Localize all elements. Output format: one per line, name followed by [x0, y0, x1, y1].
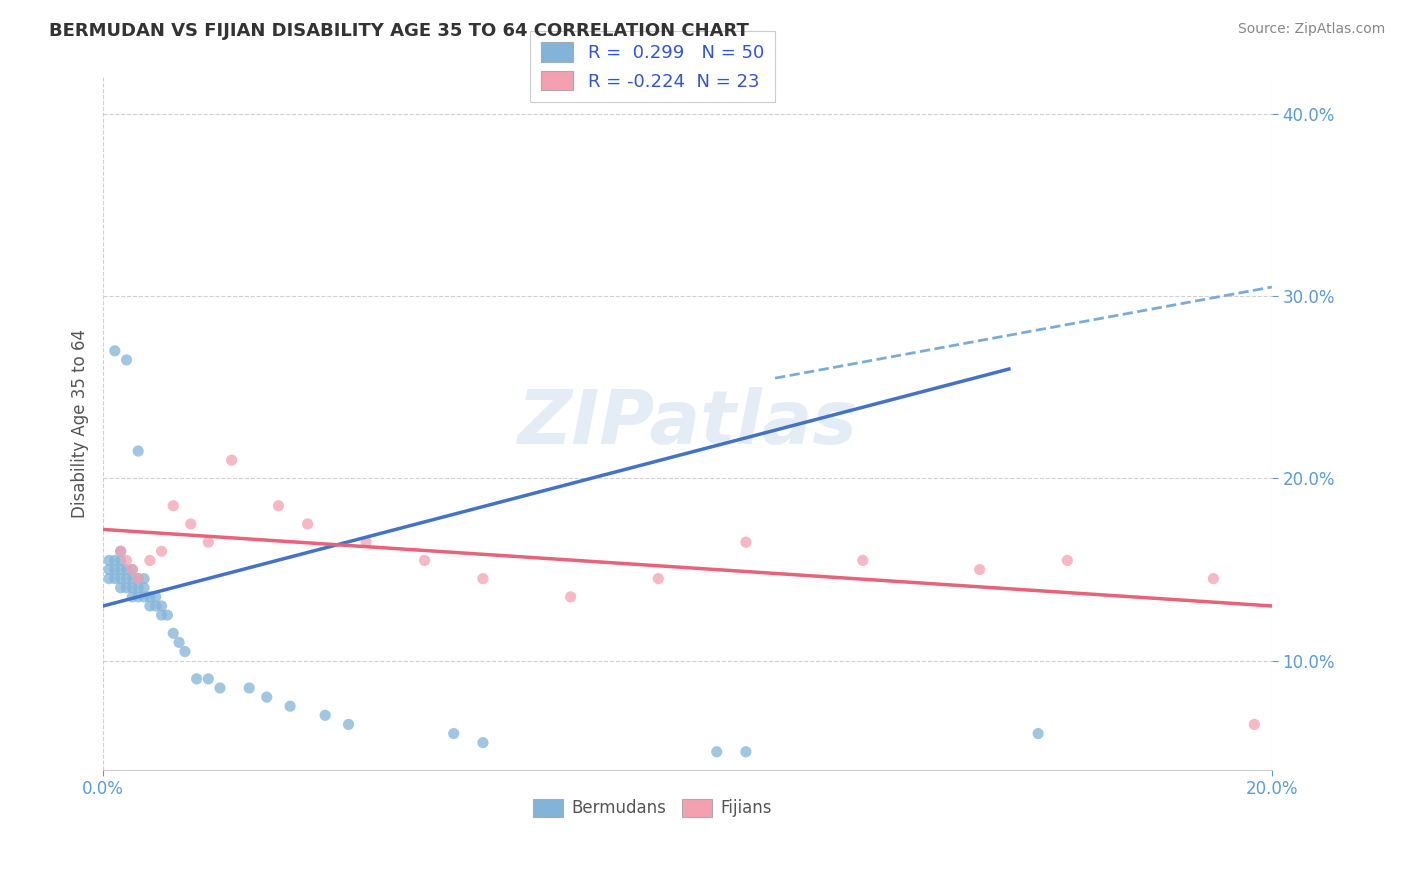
- Point: [1026, 726, 1049, 740]
- Point: [443, 726, 465, 740]
- Point: [121, 572, 143, 586]
- Point: [127, 572, 149, 586]
- Point: [121, 562, 143, 576]
- Point: [115, 553, 138, 567]
- Point: [162, 499, 184, 513]
- Point: [127, 572, 149, 586]
- Point: [150, 608, 173, 623]
- Point: [132, 581, 155, 595]
- Point: [162, 626, 184, 640]
- Point: [104, 562, 127, 576]
- Point: [337, 717, 360, 731]
- Text: Source: ZipAtlas.com: Source: ZipAtlas.com: [1237, 22, 1385, 37]
- Point: [267, 499, 290, 513]
- Point: [413, 553, 436, 567]
- Point: [969, 562, 991, 576]
- Point: [115, 353, 138, 368]
- Text: BERMUDAN VS FIJIAN DISABILITY AGE 35 TO 64 CORRELATION CHART: BERMUDAN VS FIJIAN DISABILITY AGE 35 TO …: [49, 22, 749, 40]
- Point: [115, 572, 138, 586]
- Point: [735, 745, 758, 759]
- Point: [256, 690, 278, 704]
- Point: [104, 572, 127, 586]
- Point: [1056, 553, 1078, 567]
- Point: [98, 572, 121, 586]
- Point: [221, 453, 243, 467]
- Point: [647, 572, 669, 586]
- Point: [472, 572, 495, 586]
- Point: [121, 590, 143, 604]
- Point: [167, 635, 190, 649]
- Text: ZIPatlas: ZIPatlas: [517, 387, 858, 460]
- Point: [145, 590, 167, 604]
- Point: [297, 516, 319, 531]
- Point: [852, 553, 875, 567]
- Point: [139, 599, 162, 613]
- Point: [706, 745, 728, 759]
- Point: [150, 599, 173, 613]
- Point: [314, 708, 336, 723]
- Point: [110, 544, 132, 558]
- Point: [145, 599, 167, 613]
- Point: [208, 681, 231, 695]
- Point: [115, 562, 138, 576]
- Point: [110, 581, 132, 595]
- Point: [354, 535, 377, 549]
- Point: [121, 581, 143, 595]
- Point: [110, 553, 132, 567]
- Point: [156, 608, 179, 623]
- Point: [110, 544, 132, 558]
- Point: [121, 562, 143, 576]
- Point: [150, 544, 173, 558]
- Y-axis label: Disability Age 35 to 64: Disability Age 35 to 64: [72, 329, 89, 518]
- Point: [132, 590, 155, 604]
- Point: [139, 590, 162, 604]
- Point: [180, 516, 202, 531]
- Point: [110, 562, 132, 576]
- Point: [560, 590, 582, 604]
- Point: [98, 553, 121, 567]
- Legend: Bermudans, Fijians: Bermudans, Fijians: [526, 792, 779, 824]
- Point: [186, 672, 208, 686]
- Point: [197, 535, 219, 549]
- Point: [472, 736, 495, 750]
- Point: [132, 572, 155, 586]
- Point: [115, 581, 138, 595]
- Point: [127, 444, 149, 458]
- Point: [1202, 572, 1225, 586]
- Point: [127, 590, 149, 604]
- Point: [197, 672, 219, 686]
- Point: [127, 581, 149, 595]
- Point: [1243, 717, 1265, 731]
- Point: [735, 535, 758, 549]
- Point: [104, 553, 127, 567]
- Point: [278, 699, 301, 714]
- Point: [104, 343, 127, 358]
- Point: [98, 562, 121, 576]
- Point: [110, 572, 132, 586]
- Point: [139, 553, 162, 567]
- Point: [174, 644, 197, 658]
- Point: [238, 681, 260, 695]
